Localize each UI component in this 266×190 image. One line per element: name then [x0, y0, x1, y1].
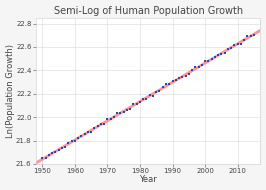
Point — [196, 65, 201, 68]
Point — [40, 156, 44, 159]
Y-axis label: Ln(Population Growth): Ln(Population Growth) — [6, 44, 15, 138]
Point — [209, 58, 214, 61]
Point — [161, 85, 165, 88]
Point — [50, 152, 54, 155]
Point — [180, 76, 184, 79]
Point — [112, 116, 116, 119]
Point — [171, 80, 175, 83]
Point — [144, 98, 149, 101]
Point — [154, 91, 158, 94]
Point — [53, 151, 57, 154]
Point — [125, 108, 129, 111]
Point — [47, 154, 51, 157]
Point — [60, 146, 64, 149]
Point — [232, 43, 236, 46]
Point — [167, 83, 171, 86]
Point — [157, 89, 162, 93]
Point — [95, 125, 100, 128]
Point — [184, 75, 188, 78]
Point — [122, 111, 126, 114]
Point — [216, 54, 220, 57]
Point — [135, 102, 139, 105]
Point — [203, 60, 207, 63]
Point — [115, 112, 119, 115]
Point — [148, 94, 152, 97]
Point — [131, 103, 136, 106]
Point — [128, 108, 132, 111]
Point — [226, 48, 230, 51]
Point — [63, 146, 67, 149]
Point — [79, 134, 84, 137]
Point — [89, 130, 93, 133]
Point — [92, 126, 97, 129]
Point — [213, 55, 217, 59]
Point — [56, 148, 61, 151]
Point — [141, 97, 145, 100]
Point — [187, 73, 191, 76]
Point — [102, 123, 106, 126]
Point — [177, 76, 181, 79]
Point — [219, 52, 223, 55]
Point — [82, 133, 87, 136]
Point — [118, 112, 123, 115]
Point — [193, 65, 197, 68]
Point — [164, 83, 168, 86]
Point — [105, 118, 110, 121]
Point — [174, 79, 178, 82]
Point — [43, 156, 48, 159]
Title: Semi-Log of Human Population Growth: Semi-Log of Human Population Growth — [53, 6, 243, 16]
Point — [190, 69, 194, 72]
Point — [206, 59, 210, 62]
X-axis label: Year: Year — [139, 175, 157, 184]
Point — [99, 123, 103, 126]
Point — [69, 140, 74, 143]
Point — [86, 131, 90, 134]
Point — [200, 64, 204, 67]
Point — [252, 33, 256, 36]
Point — [242, 38, 246, 41]
Point — [66, 141, 70, 144]
Point — [248, 35, 253, 38]
Point — [222, 51, 227, 54]
Point — [76, 137, 80, 140]
Point — [138, 101, 142, 104]
Point — [109, 117, 113, 120]
Point — [239, 42, 243, 45]
Point — [151, 94, 155, 97]
Point — [245, 35, 250, 38]
Point — [235, 43, 240, 46]
Point — [73, 139, 77, 142]
Point — [229, 46, 233, 49]
